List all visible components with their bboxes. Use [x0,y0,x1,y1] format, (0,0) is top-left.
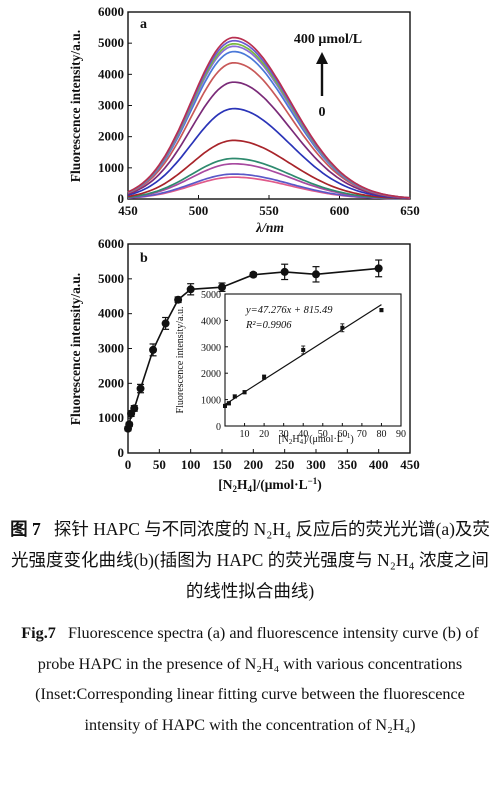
y-tick-label: 5000 [98,35,124,50]
fit-r-squared: R²=0.9906 [245,320,292,331]
x-tick-label: 250 [275,457,295,472]
y-tick-label: 3000 [98,98,124,113]
y-tick-label: 5000 [98,271,124,286]
x-tick-label: 450 [118,203,138,218]
x-tick-label: 100 [181,457,201,472]
spectrum-line-5 [127,139,411,200]
spectra-chart: 0 1000 2000 3000 4000 5000 6000 450 500 550 600 65… [68,4,420,232]
inset-x-axis-label: [N2H4]/(μmol·L−1) [278,432,353,446]
x-tick-label: 50 [153,457,166,472]
x-tick-label: 450 [400,457,420,472]
data-point [186,285,195,294]
inset-data-point [232,394,237,399]
x-tick-label: 500 [189,203,209,218]
inset-data-point [226,401,231,406]
x-tick-label: 200 [244,457,264,472]
x-axis-label-a: λ/nm [255,220,284,232]
y-tick-label: 5000 [201,290,221,301]
arrow-head-icon [316,52,328,64]
inset-frame [224,293,402,427]
x-tick-label: 600 [330,203,350,218]
caption-chinese: 图 7 探针 HAPC 与不同浓度的 N₂H₄ 反应后的荧光光谱(a)及荧光强度… [6,514,494,607]
caption-english-text: Fluorescence spectra (a) and fluorescenc… [35,624,479,734]
x-axis-label-b: [N2H4]/(μmol·L−1) [218,476,322,494]
caption-english-label: Fig.7 [21,624,56,642]
spectrum-line-13 [127,36,411,199]
y-tick-label: 0 [118,445,125,460]
plot-frame-a [127,11,411,200]
x-tick-label: 550 [259,203,279,218]
x-tick-label: 80 [376,429,386,440]
y-tick-label: 4000 [201,316,221,327]
spectrum-line-6 [127,107,411,200]
y-tick-label: 6000 [98,4,124,19]
spectrum-line-12 [127,39,411,199]
data-point [174,295,183,304]
caption-english: Fig.7 Fluorescence spectra (a) and fluor… [6,618,494,740]
caption-chinese-text: 探针 HAPC 与不同浓度的 N₂H₄ 反应后的荧光光谱(a)及荧光强度变化曲线… [11,519,490,601]
data-point [374,264,383,273]
x-tick-label: 0 [125,457,132,472]
caption-chinese-label: 图 7 [10,519,41,539]
y-tick-label: 4000 [98,66,124,81]
x-tick-label: 90 [396,429,406,440]
data-point [161,319,170,328]
y-tick-label: 0 [118,191,125,206]
data-point [149,345,158,354]
x-tick-label: 50 [318,429,328,440]
spectrum-line-4 [127,157,411,200]
x-tick-label: 650 [400,203,420,218]
y-tick-label: 0 [216,422,221,433]
y-tick-label: 1000 [201,396,221,407]
annotation-min-concentration: 0 [319,105,326,120]
y-tick-label: 2000 [98,129,124,144]
x-tick-label: 150 [212,457,232,472]
y-tick-label: 4000 [98,306,124,321]
inset-data-point [223,403,227,408]
inset-data-point [242,390,247,395]
x-tick-label: 30 [279,429,289,440]
y-tick-label: 1000 [98,410,124,425]
data-point [136,384,145,393]
y-axis-label-a: Fluorescence intensity/a.u. [68,30,83,182]
data-point [312,270,320,279]
y-tick-label: 2000 [201,369,221,380]
y-tick-label: 3000 [201,343,221,354]
x-tick-label: 350 [338,457,358,472]
data-point [218,283,226,292]
y-axis-label-b: Fluorescence intensity/a.u. [68,273,83,425]
inset-data-point [301,347,306,352]
x-tick-label: 60 [337,429,347,440]
inset-data-point [379,308,384,313]
x-tick-label: 10 [240,429,250,440]
data-point [125,420,134,429]
fit-equation: y=47.276x + 815.49 [245,305,333,316]
y-tick-label: 6000 [98,236,124,251]
annotation-max-concentration: 400 μmol/L [294,32,362,47]
x-tick-label: 20 [259,429,269,440]
x-tick-label: 400 [369,457,389,472]
y-tick-label: 2000 [98,375,124,390]
y-tick-label: 1000 [98,160,124,175]
y-tick-label: 3000 [98,341,124,356]
x-tick-label: 40 [298,429,308,440]
data-point [130,404,139,413]
inset-y-axis-label: Fluorescence intensity/a.u. [175,307,186,414]
inset-data-point [340,325,345,330]
panel-label-b: b [140,251,148,266]
x-tick-label: 300 [306,457,326,472]
inset-data-point [262,375,267,380]
x-tick-label: 70 [357,429,367,440]
data-point [249,270,258,279]
data-point [280,267,289,276]
panel-label-a: a [140,17,147,32]
spectrum-line-7 [127,81,411,199]
fit-line [224,304,382,405]
